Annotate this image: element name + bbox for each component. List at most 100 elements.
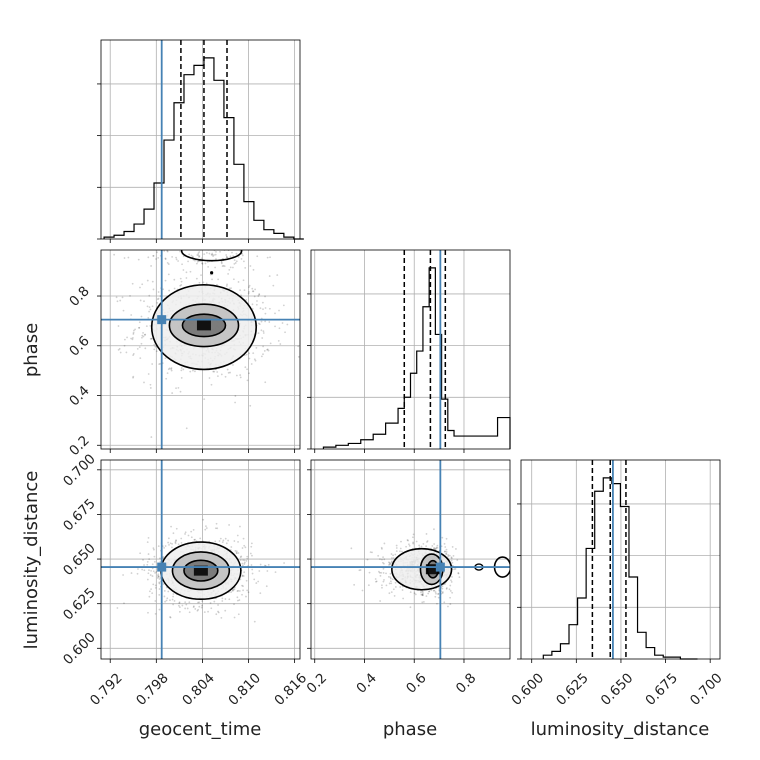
scatter-phase-vs-geocent-time-sample [159, 362, 162, 365]
scatter-luminosity-distance-vs-phase-sample [420, 591, 422, 594]
scatter-phase-vs-geocent-time-sample [136, 347, 139, 350]
scatter-luminosity-distance-vs-geocent-time-sample [162, 555, 165, 558]
scatter-luminosity-distance-vs-geocent-time-sample [154, 584, 157, 587]
scatter-luminosity-distance-vs-geocent-time-xtick-label-3: 0.810 [225, 670, 264, 709]
scatter-phase-vs-geocent-time-sample [254, 359, 257, 362]
scatter-luminosity-distance-vs-geocent-time-sample [235, 551, 238, 554]
scatter-luminosity-distance-vs-phase-sample [390, 557, 393, 559]
scatter-luminosity-distance-vs-phase-sample [447, 554, 450, 556]
scatter-luminosity-distance-vs-geocent-time-sample [158, 578, 161, 580]
scatter-phase-vs-geocent-time-sample [255, 303, 258, 306]
scatter-luminosity-distance-vs-phase-sample [369, 551, 372, 554]
scatter-phase-vs-geocent-time-secondary-dot [210, 271, 214, 275]
scatter-luminosity-distance-vs-geocent-time-sample [242, 575, 245, 577]
scatter-phase-vs-geocent-time-sample [245, 298, 248, 301]
scatter-luminosity-distance-vs-geocent-time-sample [158, 588, 161, 590]
scatter-phase-vs-geocent-time-sample [228, 287, 231, 290]
scatter-luminosity-distance-vs-geocent-time-sample [237, 552, 240, 554]
scatter-phase-vs-geocent-time-panel: 0.20.40.60.8 [66, 247, 301, 459]
scatter-phase-vs-geocent-time-sample [226, 256, 229, 259]
scatter-luminosity-distance-vs-phase-truth-marker [435, 562, 445, 572]
scatter-phase-vs-geocent-time-sample [229, 371, 231, 374]
scatter-luminosity-distance-vs-phase-sample [434, 595, 437, 598]
scatter-luminosity-distance-vs-geocent-time-sample [181, 604, 184, 607]
scatter-luminosity-distance-vs-geocent-time-sample [184, 601, 187, 604]
scatter-luminosity-distance-vs-phase-sample [367, 584, 370, 587]
scatter-luminosity-distance-vs-phase-sample [392, 588, 395, 591]
scatter-phase-vs-geocent-time-sample [252, 290, 255, 293]
scatter-luminosity-distance-vs-geocent-time-sample [214, 540, 217, 543]
scatter-luminosity-distance-vs-phase-sample [445, 587, 448, 589]
scatter-phase-vs-geocent-time-sample [237, 281, 240, 283]
scatter-phase-vs-geocent-time-sample [195, 277, 198, 280]
scatter-phase-vs-geocent-time-sample [163, 250, 166, 252]
scatter-luminosity-distance-vs-phase-sample [395, 550, 398, 553]
scatter-phase-vs-geocent-time-sample [234, 395, 237, 397]
scatter-luminosity-distance-vs-geocent-time-sample [148, 590, 151, 593]
scatter-luminosity-distance-vs-phase-sample [445, 537, 448, 540]
scatter-luminosity-distance-vs-phase-sample [432, 589, 435, 592]
scatter-luminosity-distance-vs-geocent-time-sample [241, 575, 244, 578]
scatter-luminosity-distance-vs-phase-sample [377, 554, 380, 557]
scatter-phase-vs-geocent-time-sample [121, 296, 124, 299]
scatter-phase-vs-geocent-time-sample [131, 282, 134, 285]
scatter-luminosity-distance-vs-geocent-time-sample [228, 598, 231, 601]
scatter-luminosity-distance-vs-geocent-time-sample [242, 585, 244, 587]
scatter-luminosity-distance-vs-geocent-time-sample [165, 599, 168, 602]
scatter-phase-vs-geocent-time-sample [164, 258, 167, 260]
scatter-phase-vs-geocent-time-sample [248, 286, 250, 289]
scatter-phase-vs-geocent-time-sample [234, 262, 237, 264]
scatter-luminosity-distance-vs-geocent-time-sample [214, 527, 217, 530]
scatter-luminosity-distance-vs-phase-sample [415, 540, 418, 543]
scatter-phase-vs-geocent-time-sample [158, 363, 161, 366]
scatter-phase-vs-geocent-time-sample [175, 258, 178, 261]
scatter-phase-vs-geocent-time-sample [138, 326, 141, 329]
scatter-phase-vs-geocent-time-sample [132, 354, 135, 357]
scatter-phase-vs-geocent-time-sample [282, 304, 285, 307]
scatter-luminosity-distance-vs-geocent-time-sample [228, 524, 230, 526]
scatter-phase-vs-geocent-time-sample [210, 383, 213, 386]
scatter-luminosity-distance-vs-phase-sample [449, 584, 452, 587]
scatter-luminosity-distance-vs-phase-sample [399, 586, 402, 588]
scatter-phase-vs-geocent-time-sample [261, 337, 264, 339]
scatter-phase-vs-geocent-time-sample [260, 355, 263, 358]
scatter-phase-vs-geocent-time-sample [123, 338, 126, 341]
scatter-luminosity-distance-vs-phase-xtick-label-1: 0.4 [353, 670, 380, 697]
scatter-phase-vs-geocent-time-sample [149, 387, 152, 389]
scatter-luminosity-distance-vs-geocent-time-sample [177, 604, 180, 607]
scatter-phase-vs-geocent-time-truth-marker [157, 315, 167, 325]
scatter-luminosity-distance-vs-phase-sample [361, 589, 364, 592]
scatter-phase-vs-geocent-time-sample [212, 255, 215, 258]
scatter-luminosity-distance-vs-phase-sample [394, 581, 397, 584]
scatter-luminosity-distance-vs-geocent-time-sample [209, 602, 212, 604]
scatter-phase-vs-geocent-time-sample [215, 258, 217, 260]
scatter-luminosity-distance-vs-phase-sample [388, 562, 391, 564]
scatter-luminosity-distance-vs-geocent-time-sample [170, 525, 172, 528]
scatter-phase-vs-geocent-time-sample [123, 344, 126, 347]
scatter-phase-vs-geocent-time-sample [146, 279, 149, 282]
scatter-luminosity-distance-vs-geocent-time-sample [253, 620, 256, 623]
scatter-luminosity-distance-vs-geocent-time-sample [152, 547, 155, 550]
scatter-luminosity-distance-vs-phase-sample [383, 558, 386, 561]
scatter-luminosity-distance-vs-geocent-time-sample [233, 616, 236, 619]
scatter-luminosity-distance-vs-geocent-time-sample [198, 601, 201, 604]
scatter-luminosity-distance-vs-phase-sample [371, 551, 373, 554]
scatter-phase-vs-geocent-time-sample [211, 253, 214, 256]
scatter-luminosity-distance-vs-geocent-time-panel: 0.792 0.798 0.804 0.810 0.816 0.600 0.625 0.650… [60, 451, 310, 709]
scatter-luminosity-distance-vs-phase-sample [421, 593, 424, 596]
scatter-luminosity-distance-vs-geocent-time-sample [148, 558, 151, 561]
scatter-phase-vs-geocent-time-sample [214, 253, 217, 256]
scatter-luminosity-distance-vs-phase-sample [388, 592, 391, 595]
scatter-phase-vs-geocent-time-sample [132, 331, 135, 334]
scatter-phase-vs-geocent-time-sample [274, 312, 276, 315]
scatter-luminosity-distance-vs-geocent-time-sample [239, 559, 242, 562]
scatter-luminosity-distance-vs-phase-sample [414, 593, 417, 596]
scatter-luminosity-distance-vs-geocent-time-sample [116, 607, 119, 609]
hist-luminosity-distance-xtick-label-0: 0.600 [509, 670, 548, 709]
scatter-phase-vs-geocent-time-sample [225, 247, 227, 249]
scatter-phase-vs-geocent-time-sample [144, 347, 147, 350]
scatter-luminosity-distance-vs-geocent-time-sample [178, 606, 181, 609]
scatter-luminosity-distance-vs-geocent-time-sample [142, 559, 144, 561]
scatter-luminosity-distance-vs-phase-sample [375, 580, 378, 583]
scatter-phase-vs-geocent-time-sample [141, 336, 143, 339]
